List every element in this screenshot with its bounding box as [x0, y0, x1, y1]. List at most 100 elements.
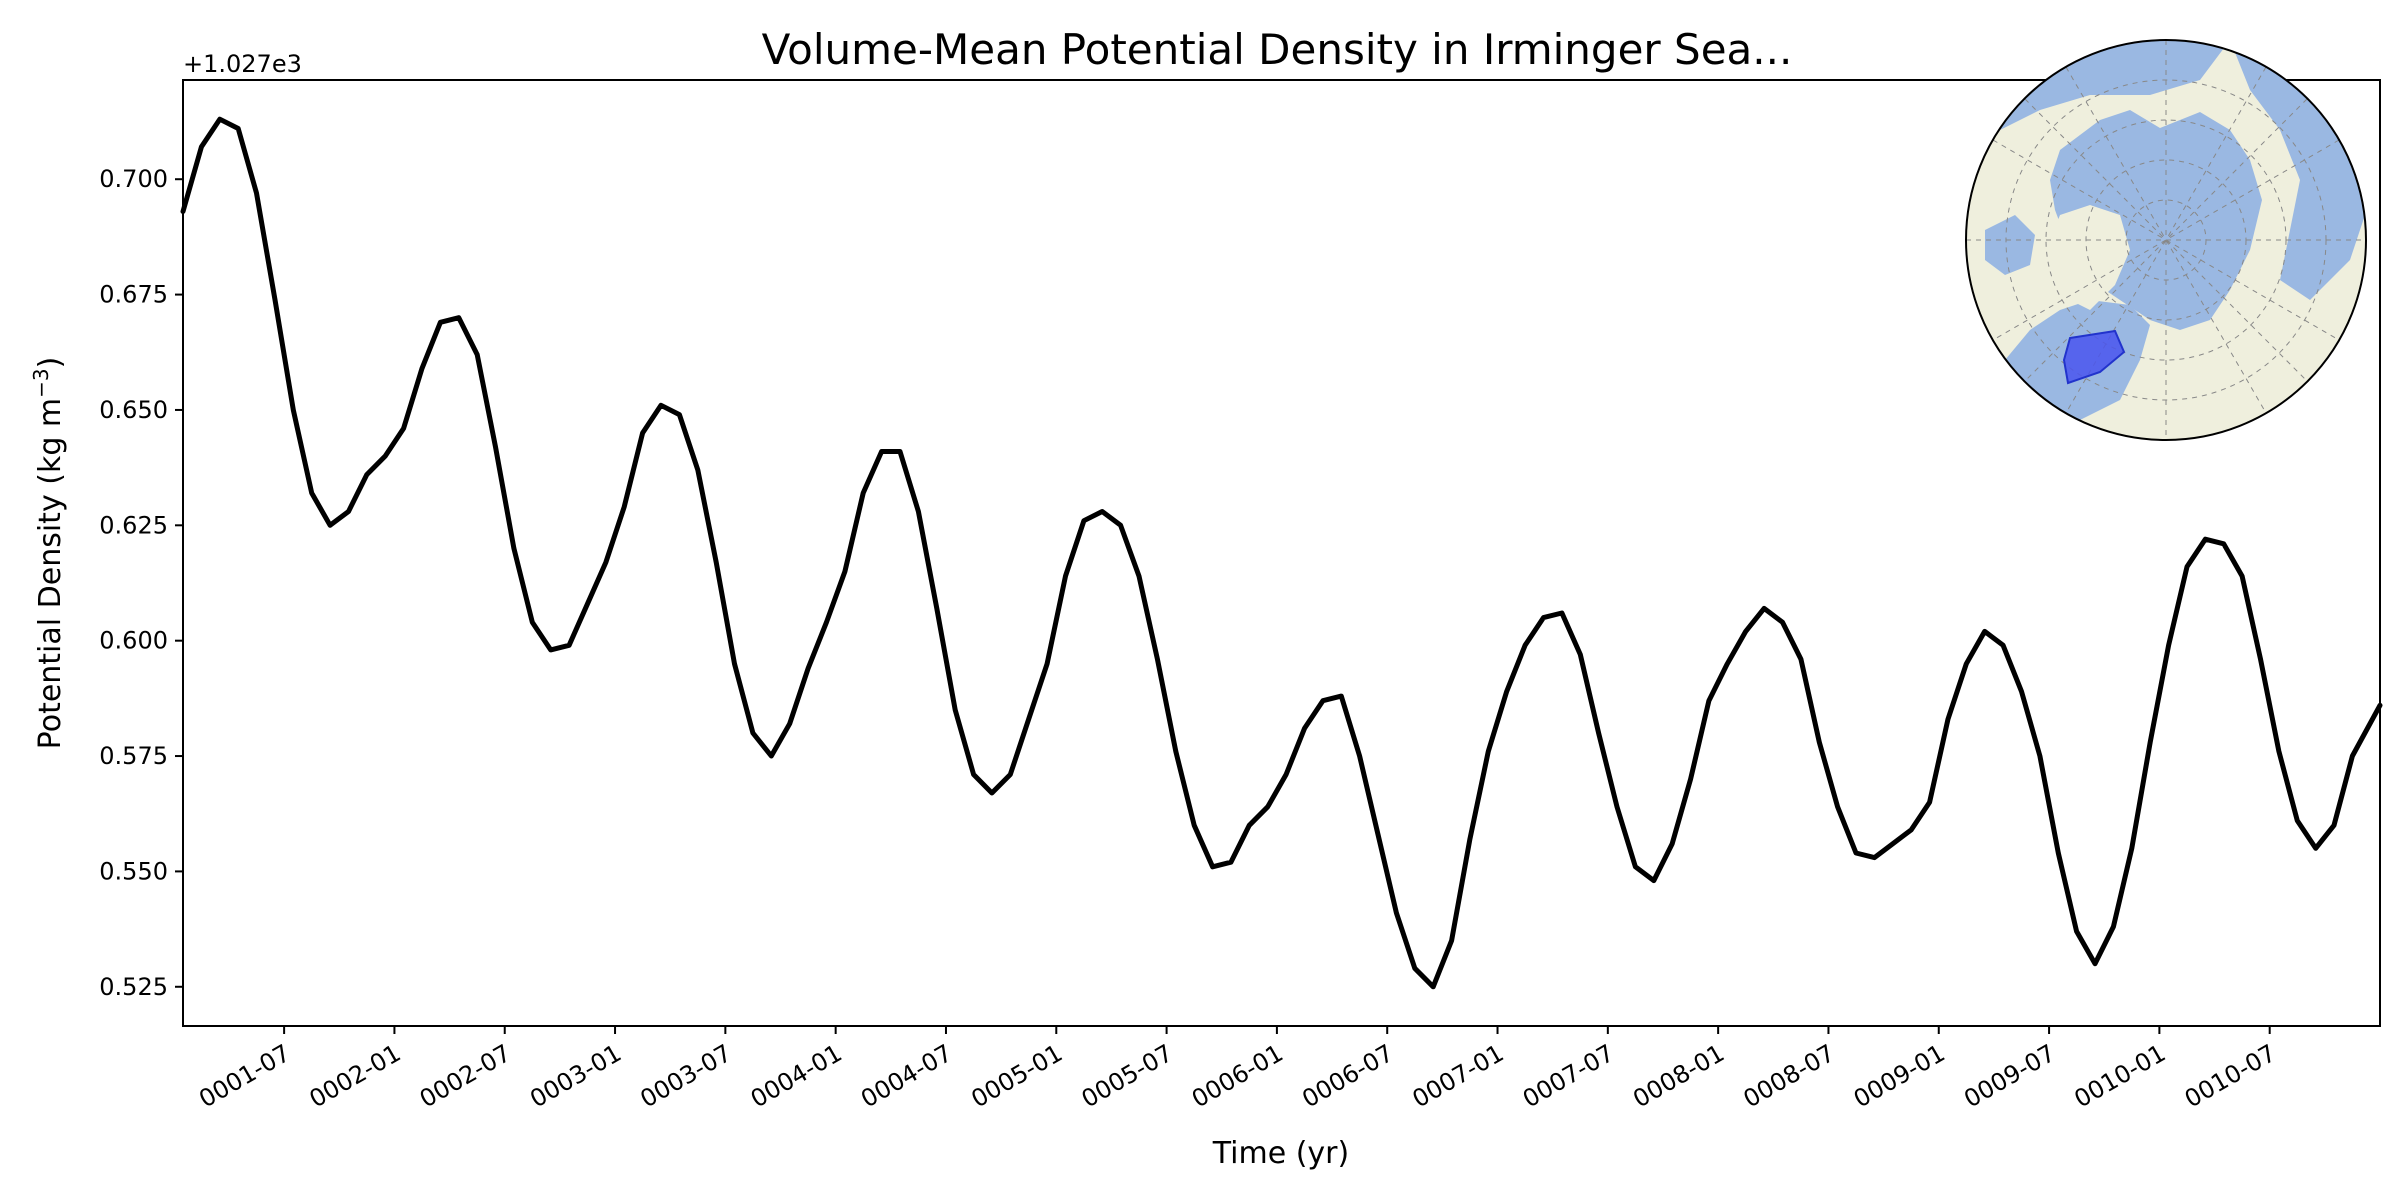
- data-point: [365, 473, 369, 477]
- data-point: [788, 722, 792, 726]
- data-point: [1137, 574, 1141, 578]
- data-point: [1303, 726, 1307, 730]
- y-tick-label: 0.650: [99, 396, 168, 424]
- data-point: [1523, 643, 1527, 647]
- data-point: [457, 316, 461, 320]
- data-point: [2148, 740, 2152, 744]
- data-point: [2185, 565, 2189, 569]
- data-point: [825, 620, 829, 624]
- data-point: [1836, 805, 1840, 809]
- data-point: [1854, 851, 1858, 855]
- data-point: [1027, 717, 1031, 721]
- data-point: [2350, 754, 2354, 758]
- data-point: [1799, 657, 1803, 661]
- data-point: [1100, 510, 1104, 514]
- data-point: [1670, 842, 1674, 846]
- data-point: [328, 523, 332, 527]
- y-axis-label: Potential Density (kg m−3): [29, 357, 68, 750]
- data-point: [1431, 985, 1435, 989]
- data-point: [1284, 773, 1288, 777]
- data-point: [1155, 657, 1159, 661]
- data-point: [1450, 939, 1454, 943]
- data-point: [1486, 749, 1490, 753]
- data-point: [2332, 823, 2336, 827]
- data-point: [1615, 805, 1619, 809]
- y-tick-label: 0.625: [99, 511, 168, 539]
- data-point: [972, 773, 976, 777]
- plot-frame: [182, 79, 2381, 1027]
- map-border: [1965, 39, 2367, 441]
- data-point: [1119, 523, 1123, 527]
- data-point: [2093, 962, 2097, 966]
- data-point: [1358, 754, 1362, 758]
- data-point: [1909, 828, 1913, 832]
- data-point: [218, 117, 222, 121]
- map-land-greenland: [2050, 205, 2130, 310]
- y-axis-label-main: Potential Density (kg m: [33, 398, 68, 749]
- data-point: [1928, 800, 1932, 804]
- data-point: [1413, 966, 1417, 970]
- data-point: [733, 662, 737, 666]
- data-point: [1689, 777, 1693, 781]
- data-point: [2295, 819, 2299, 823]
- data-point: [916, 510, 920, 514]
- data-point: [512, 546, 516, 550]
- data-point: [898, 450, 902, 454]
- data-point: [880, 450, 884, 454]
- data-point: [1652, 879, 1656, 883]
- data-point: [567, 643, 571, 647]
- data-point: [2075, 929, 2079, 933]
- data-point: [1891, 842, 1895, 846]
- data-point: [622, 505, 626, 509]
- data-point: [769, 754, 773, 758]
- data-point: [2020, 689, 2024, 693]
- data-point: [2130, 846, 2134, 850]
- data-point: [1707, 699, 1711, 703]
- y-tick-label: 0.525: [99, 973, 168, 1001]
- data-point: [1560, 611, 1564, 615]
- data-point: [696, 468, 700, 472]
- data-point: [291, 408, 295, 412]
- data-point: [475, 353, 479, 357]
- data-point: [2167, 643, 2171, 647]
- data-point: [2056, 851, 2060, 855]
- data-point: [1339, 694, 1343, 698]
- y-tick-label: 0.675: [99, 281, 168, 309]
- data-point: [806, 666, 810, 670]
- data-point: [236, 127, 240, 131]
- data-point: [494, 445, 498, 449]
- data-point: [586, 602, 590, 606]
- data-point: [1542, 616, 1546, 620]
- data-point: [1008, 773, 1012, 777]
- data-point: [402, 426, 406, 430]
- data-point: [2001, 643, 2005, 647]
- map-ocean-hudson: [1985, 215, 2035, 275]
- data-point: [1321, 699, 1325, 703]
- data-point: [383, 454, 387, 458]
- data-point: [1505, 689, 1509, 693]
- data-point: [438, 320, 442, 324]
- data-point: [2203, 537, 2207, 541]
- data-point: [347, 510, 351, 514]
- data-point: [1468, 837, 1472, 841]
- data-point: [751, 731, 755, 735]
- data-point: [990, 791, 994, 795]
- data-point: [641, 431, 645, 435]
- data-point: [1633, 865, 1637, 869]
- data-point: [1578, 653, 1582, 657]
- inset-polar-map: [1965, 39, 2367, 441]
- data-point: [861, 491, 865, 495]
- y-tick-label: 0.700: [99, 165, 168, 193]
- data-point: [2259, 657, 2263, 661]
- data-point: [1376, 833, 1380, 837]
- y-offset-text: +1.027e3: [183, 50, 302, 78]
- data-point: [2111, 925, 2115, 929]
- data-point: [1266, 805, 1270, 809]
- data-point: [255, 191, 259, 195]
- data-point: [1211, 865, 1215, 869]
- data-point: [1983, 629, 1987, 633]
- data-point: [2240, 574, 2244, 578]
- data-point: [1872, 856, 1876, 860]
- map-irminger-sea-region: [2062, 329, 2126, 385]
